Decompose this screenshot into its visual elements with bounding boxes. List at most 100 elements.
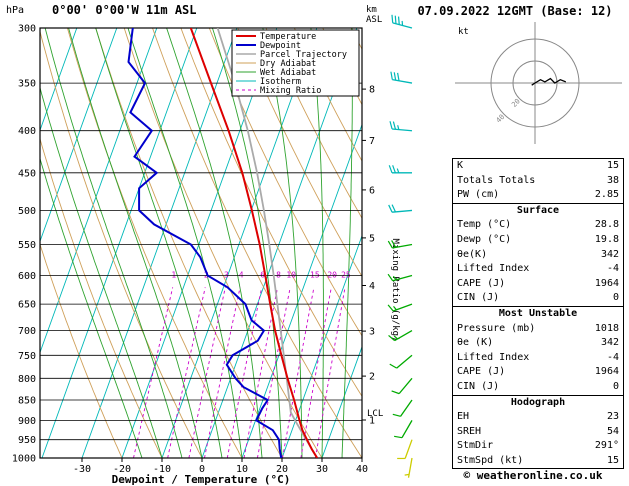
row-label: EH — [457, 411, 470, 423]
row-value: 28.8 — [594, 219, 619, 231]
table-row: K 15 — [453, 159, 623, 174]
row-value: 0 — [612, 380, 619, 392]
svg-text:8: 8 — [369, 85, 375, 96]
section-header: Most Unstable — [498, 307, 578, 319]
svg-text:2: 2 — [204, 271, 209, 280]
svg-text:Mixing Ratio (g/kg): Mixing Ratio (g/kg) — [390, 239, 400, 342]
table-row: Lifted Index -4 — [453, 262, 623, 277]
svg-text:1: 1 — [369, 415, 375, 426]
row-label: Temp (°C) — [457, 219, 512, 231]
lcl-label: LCL — [367, 409, 383, 419]
indices-section-hodograph: Hodograph EH 23 SREH 54 StmDir 291° StmSpd … — [453, 394, 623, 469]
row-value: 15 — [606, 454, 619, 466]
svg-text:hPa: hPa — [6, 5, 24, 16]
table-row: Temp (°C) 28.8 — [453, 218, 623, 233]
row-label: Lifted Index — [457, 351, 530, 363]
svg-text:3: 3 — [369, 327, 375, 338]
dewpoint-curve — [127, 28, 283, 458]
svg-text:900: 900 — [18, 416, 36, 427]
row-value: 1964 — [594, 277, 619, 289]
table-row: StmSpd (kt) 15 — [453, 454, 623, 469]
row-value: 0 — [612, 292, 619, 304]
row-label: StmSpd (kt) — [457, 454, 524, 466]
section-header: Surface — [516, 204, 560, 216]
svg-text:20: 20 — [510, 97, 522, 109]
svg-text:Wet Adiabat: Wet Adiabat — [260, 68, 316, 78]
temperature-curve — [189, 28, 319, 458]
row-value: 2.85 — [594, 189, 619, 201]
table-row: Lifted Index -4 — [453, 351, 623, 366]
isotherm-lines — [40, 28, 362, 458]
x-axis-label: Dewpoint / Temperature (°C) — [112, 473, 291, 486]
row-label: Totals Totals — [457, 174, 536, 186]
table-row: Totals Totals 38 — [453, 174, 623, 189]
svg-text:-20: -20 — [113, 464, 131, 475]
row-label: StmDir — [457, 440, 494, 452]
run-date-title: 07.09.2022 12GMT (Base: 12) — [417, 4, 613, 18]
svg-text:10: 10 — [236, 464, 248, 475]
row-label: Pressure (mb) — [457, 322, 536, 334]
row-value: 342 — [600, 337, 619, 349]
svg-text:Mixing Ratio: Mixing Ratio — [260, 86, 321, 96]
row-value: -4 — [606, 263, 619, 275]
temperature-axis: -30 -20 -10 0 10 20 30 40 — [73, 458, 368, 475]
wind-barbs — [387, 14, 413, 478]
svg-text:20: 20 — [327, 271, 337, 280]
svg-text:1: 1 — [171, 271, 176, 280]
mixing-ratio-axis-label: Mixing Ratio (g/kg) — [390, 239, 400, 342]
svg-text:Dewpoint / Temperature (°C): Dewpoint / Temperature (°C) — [112, 473, 291, 486]
row-label: K — [457, 160, 464, 171]
svg-text:3: 3 — [224, 271, 229, 280]
svg-text:ASL: ASL — [366, 15, 382, 25]
svg-text:300: 300 — [18, 24, 36, 35]
row-label: SREH — [457, 425, 482, 437]
table-row: StmDir 291° — [453, 439, 623, 454]
row-label: CIN (J) — [457, 380, 500, 392]
row-value: 38 — [606, 174, 619, 186]
svg-text:2: 2 — [369, 372, 375, 383]
row-value: 291° — [594, 440, 619, 452]
table-row: PW (cm) 2.85 — [453, 188, 623, 203]
svg-text:450: 450 — [18, 168, 36, 179]
svg-text:1000: 1000 — [12, 454, 36, 465]
svg-text:30: 30 — [316, 464, 328, 475]
row-value: 23 — [606, 411, 619, 423]
table-row: CIN (J) 0 — [453, 380, 623, 395]
svg-text:40: 40 — [356, 464, 368, 475]
row-value: -4 — [606, 351, 619, 363]
svg-text:6: 6 — [260, 271, 265, 280]
svg-text:km: km — [366, 5, 377, 15]
svg-text:Temperature: Temperature — [260, 32, 316, 42]
hodograph-unit-label: kt — [458, 27, 469, 37]
row-label: Dewp (°C) — [457, 233, 512, 245]
svg-text:500: 500 — [18, 206, 36, 217]
copyright-text: © weatheronline.co.uk — [463, 469, 603, 482]
mixing-ratio-lines — [133, 287, 346, 458]
svg-text:40: 40 — [495, 113, 507, 125]
svg-text:Parcel Trajectory: Parcel Trajectory — [260, 50, 347, 60]
svg-text:Isotherm: Isotherm — [260, 77, 301, 87]
svg-text:650: 650 — [18, 300, 36, 311]
row-label: Lifted Index — [457, 263, 530, 275]
table-row: CIN (J) 0 — [453, 291, 623, 306]
indices-section-general: K 15 Totals Totals 38 PW (cm) 2.85 — [453, 159, 623, 203]
row-value: 54 — [606, 425, 619, 437]
svg-text:350: 350 — [18, 79, 36, 90]
svg-text:10: 10 — [286, 271, 296, 280]
indices-section-most-unstable: Most Unstable Pressure (mb) 1018 θe (K) 34… — [453, 305, 623, 395]
mixing-ratio-labels: 1 2 3 4 6 8 10 15 20 25 — [171, 271, 350, 280]
pressure-axis-labels: 300 350 400 450 500 550 600 650 700 750 800 850 900 9… — [12, 24, 36, 465]
row-label: CAPE (J) — [457, 277, 506, 289]
svg-text:0: 0 — [199, 464, 205, 475]
svg-text:20: 20 — [276, 464, 288, 475]
row-label: θe(K) — [457, 248, 488, 260]
svg-text:5: 5 — [369, 233, 375, 244]
svg-text:4: 4 — [369, 281, 375, 292]
table-row: Pressure (mb) 1018 — [453, 322, 623, 337]
svg-text:850: 850 — [18, 395, 36, 406]
row-label: CAPE (J) — [457, 366, 506, 378]
svg-text:kt: kt — [458, 27, 469, 37]
